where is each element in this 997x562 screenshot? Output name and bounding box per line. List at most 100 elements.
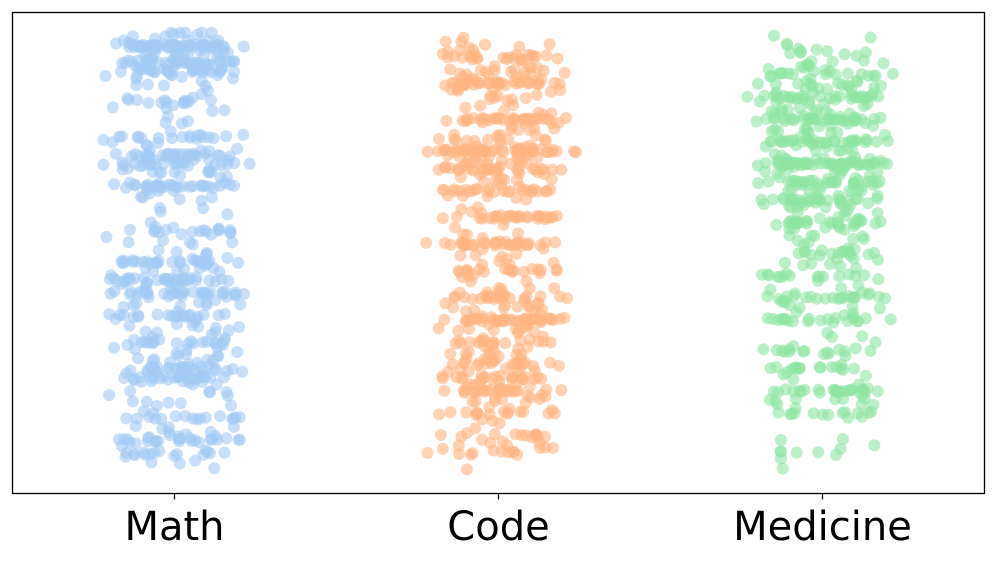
data-point: [189, 454, 202, 467]
data-point: [439, 35, 452, 48]
data-point: [810, 292, 823, 305]
data-point: [157, 234, 170, 247]
data-point: [806, 138, 819, 151]
data-point: [459, 183, 472, 196]
data-point: [147, 407, 160, 420]
data-point: [495, 382, 507, 395]
data-point: [847, 232, 860, 245]
data-point: [161, 110, 174, 123]
data-point: [784, 408, 797, 421]
data-point: [829, 312, 842, 324]
data-point: [468, 74, 481, 87]
data-point: [783, 222, 796, 235]
data-point: [132, 61, 145, 74]
data-point: [775, 102, 788, 115]
data-point: [868, 112, 881, 125]
data-point: [810, 43, 823, 56]
data-point: [561, 292, 574, 305]
data-point: [522, 239, 535, 252]
data-point: [209, 430, 222, 442]
data-point: [862, 406, 875, 419]
data-point: [860, 369, 872, 382]
data-point: [444, 406, 457, 419]
data-point: [132, 352, 144, 365]
data-point: [770, 218, 783, 231]
data-point: [449, 221, 462, 234]
data-point: [870, 177, 883, 190]
data-point: [132, 131, 144, 144]
data-point: [884, 313, 897, 326]
data-point: [162, 396, 175, 409]
data-point: [148, 353, 161, 366]
data-point: [205, 191, 218, 204]
data-point: [141, 54, 154, 67]
data-point: [864, 344, 877, 357]
data-point: [459, 239, 472, 252]
data-point: [762, 175, 775, 188]
data-point: [203, 166, 216, 179]
data-point: [458, 386, 471, 399]
data-point: [436, 48, 449, 60]
data-point: [165, 68, 178, 81]
data-point: [495, 250, 508, 263]
data-point: [174, 432, 187, 445]
data-point: [481, 353, 494, 366]
data-point: [129, 179, 142, 192]
data-point: [527, 183, 540, 196]
data-point: [215, 159, 228, 172]
data-point: [873, 302, 886, 315]
data-point: [505, 209, 518, 222]
data-point: [452, 264, 465, 277]
data-point: [821, 45, 834, 58]
data-point: [513, 324, 526, 337]
data-point: [819, 68, 832, 81]
data-point: [187, 180, 200, 193]
data-point: [129, 148, 142, 161]
points-layer: [97, 26, 899, 476]
data-point: [774, 67, 787, 80]
x-tick-label-medicine: Medicine: [733, 504, 912, 550]
data-point: [872, 90, 885, 103]
data-point: [753, 95, 766, 108]
data-point: [185, 435, 198, 448]
data-point: [507, 385, 520, 398]
data-point: [449, 134, 462, 147]
data-point: [548, 282, 561, 295]
data-point: [834, 194, 847, 207]
data-point: [205, 26, 218, 39]
data-point: [823, 158, 836, 170]
data-point: [479, 38, 491, 51]
data-point: [432, 163, 445, 176]
data-point: [497, 51, 510, 64]
data-point: [760, 112, 773, 125]
data-point: [792, 247, 805, 260]
data-point: [814, 157, 826, 170]
data-point: [106, 101, 119, 114]
data-point: [236, 365, 249, 378]
data-point: [126, 395, 139, 408]
data-point: [221, 389, 234, 402]
data-point: [857, 100, 870, 112]
data-point: [162, 290, 175, 303]
data-point: [521, 340, 534, 353]
data-point: [519, 396, 532, 409]
data-point: [832, 144, 845, 157]
data-point: [820, 136, 833, 149]
data-point: [533, 267, 546, 279]
data-point: [786, 174, 799, 187]
data-point: [191, 28, 204, 41]
data-point: [551, 52, 564, 65]
data-point: [772, 406, 785, 419]
data-point: [540, 49, 553, 62]
data-point: [833, 270, 846, 283]
data-point: [103, 308, 116, 321]
data-point: [558, 311, 571, 324]
data-point: [144, 145, 157, 158]
data-point: [212, 309, 225, 322]
data-point: [460, 463, 473, 476]
data-point: [153, 202, 166, 214]
data-point: [532, 112, 545, 125]
data-point: [187, 285, 200, 298]
data-point: [797, 157, 810, 170]
data-point: [145, 456, 158, 469]
